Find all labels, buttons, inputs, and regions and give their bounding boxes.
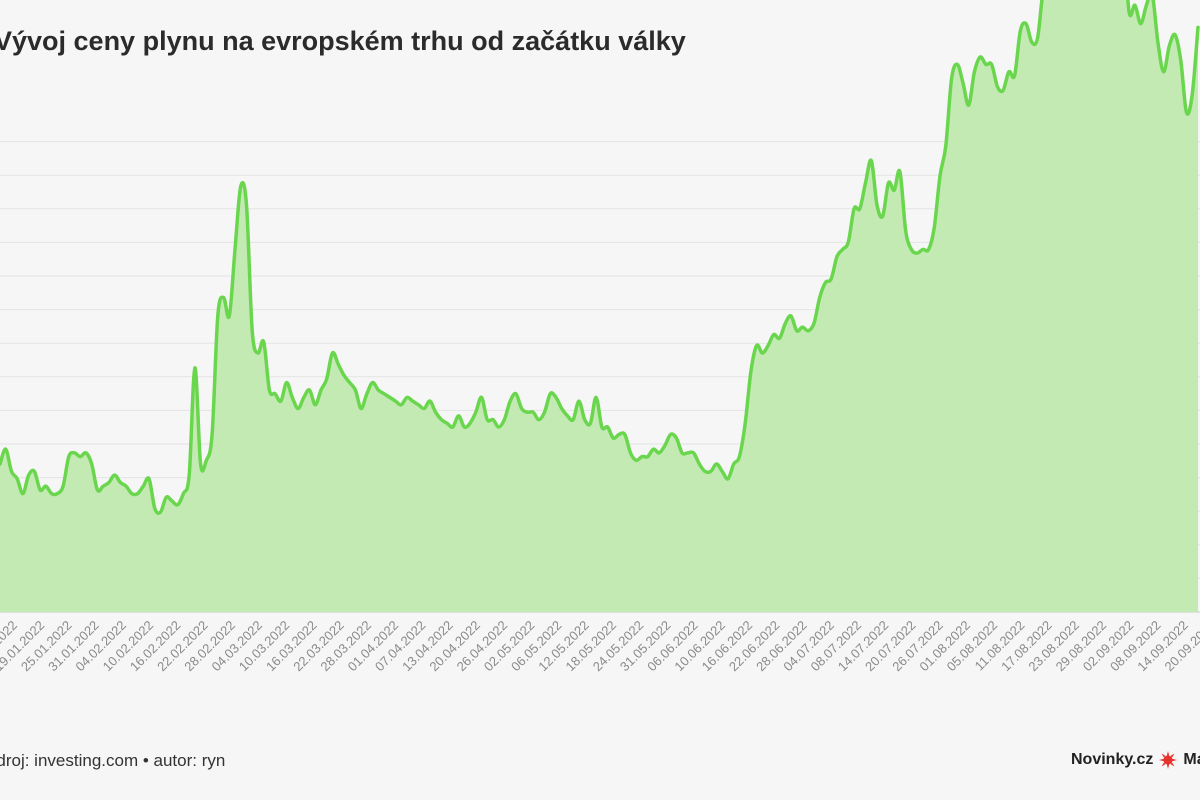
brand-partner-label: Mafra <box>1183 751 1200 768</box>
series-line[interactable] <box>0 0 1200 515</box>
mafra-logo-icon <box>1159 751 1178 769</box>
x-axis-ticks: 13.01.202219.01.202225.01.202231.01.2022… <box>0 618 1200 675</box>
brand-site-label: Novinky.cz <box>1071 751 1154 768</box>
brand-footer[interactable]: Novinky.cz Mafra <box>1071 751 1200 769</box>
area-fill <box>0 0 1198 612</box>
chart-title: Vývoj ceny plynu na evropském trhu od za… <box>0 26 686 56</box>
source-credit: Zdroj: investing.com • autor: ryn <box>0 751 226 770</box>
price-chart: 13.01.202219.01.202225.01.202231.01.2022… <box>0 0 1200 675</box>
